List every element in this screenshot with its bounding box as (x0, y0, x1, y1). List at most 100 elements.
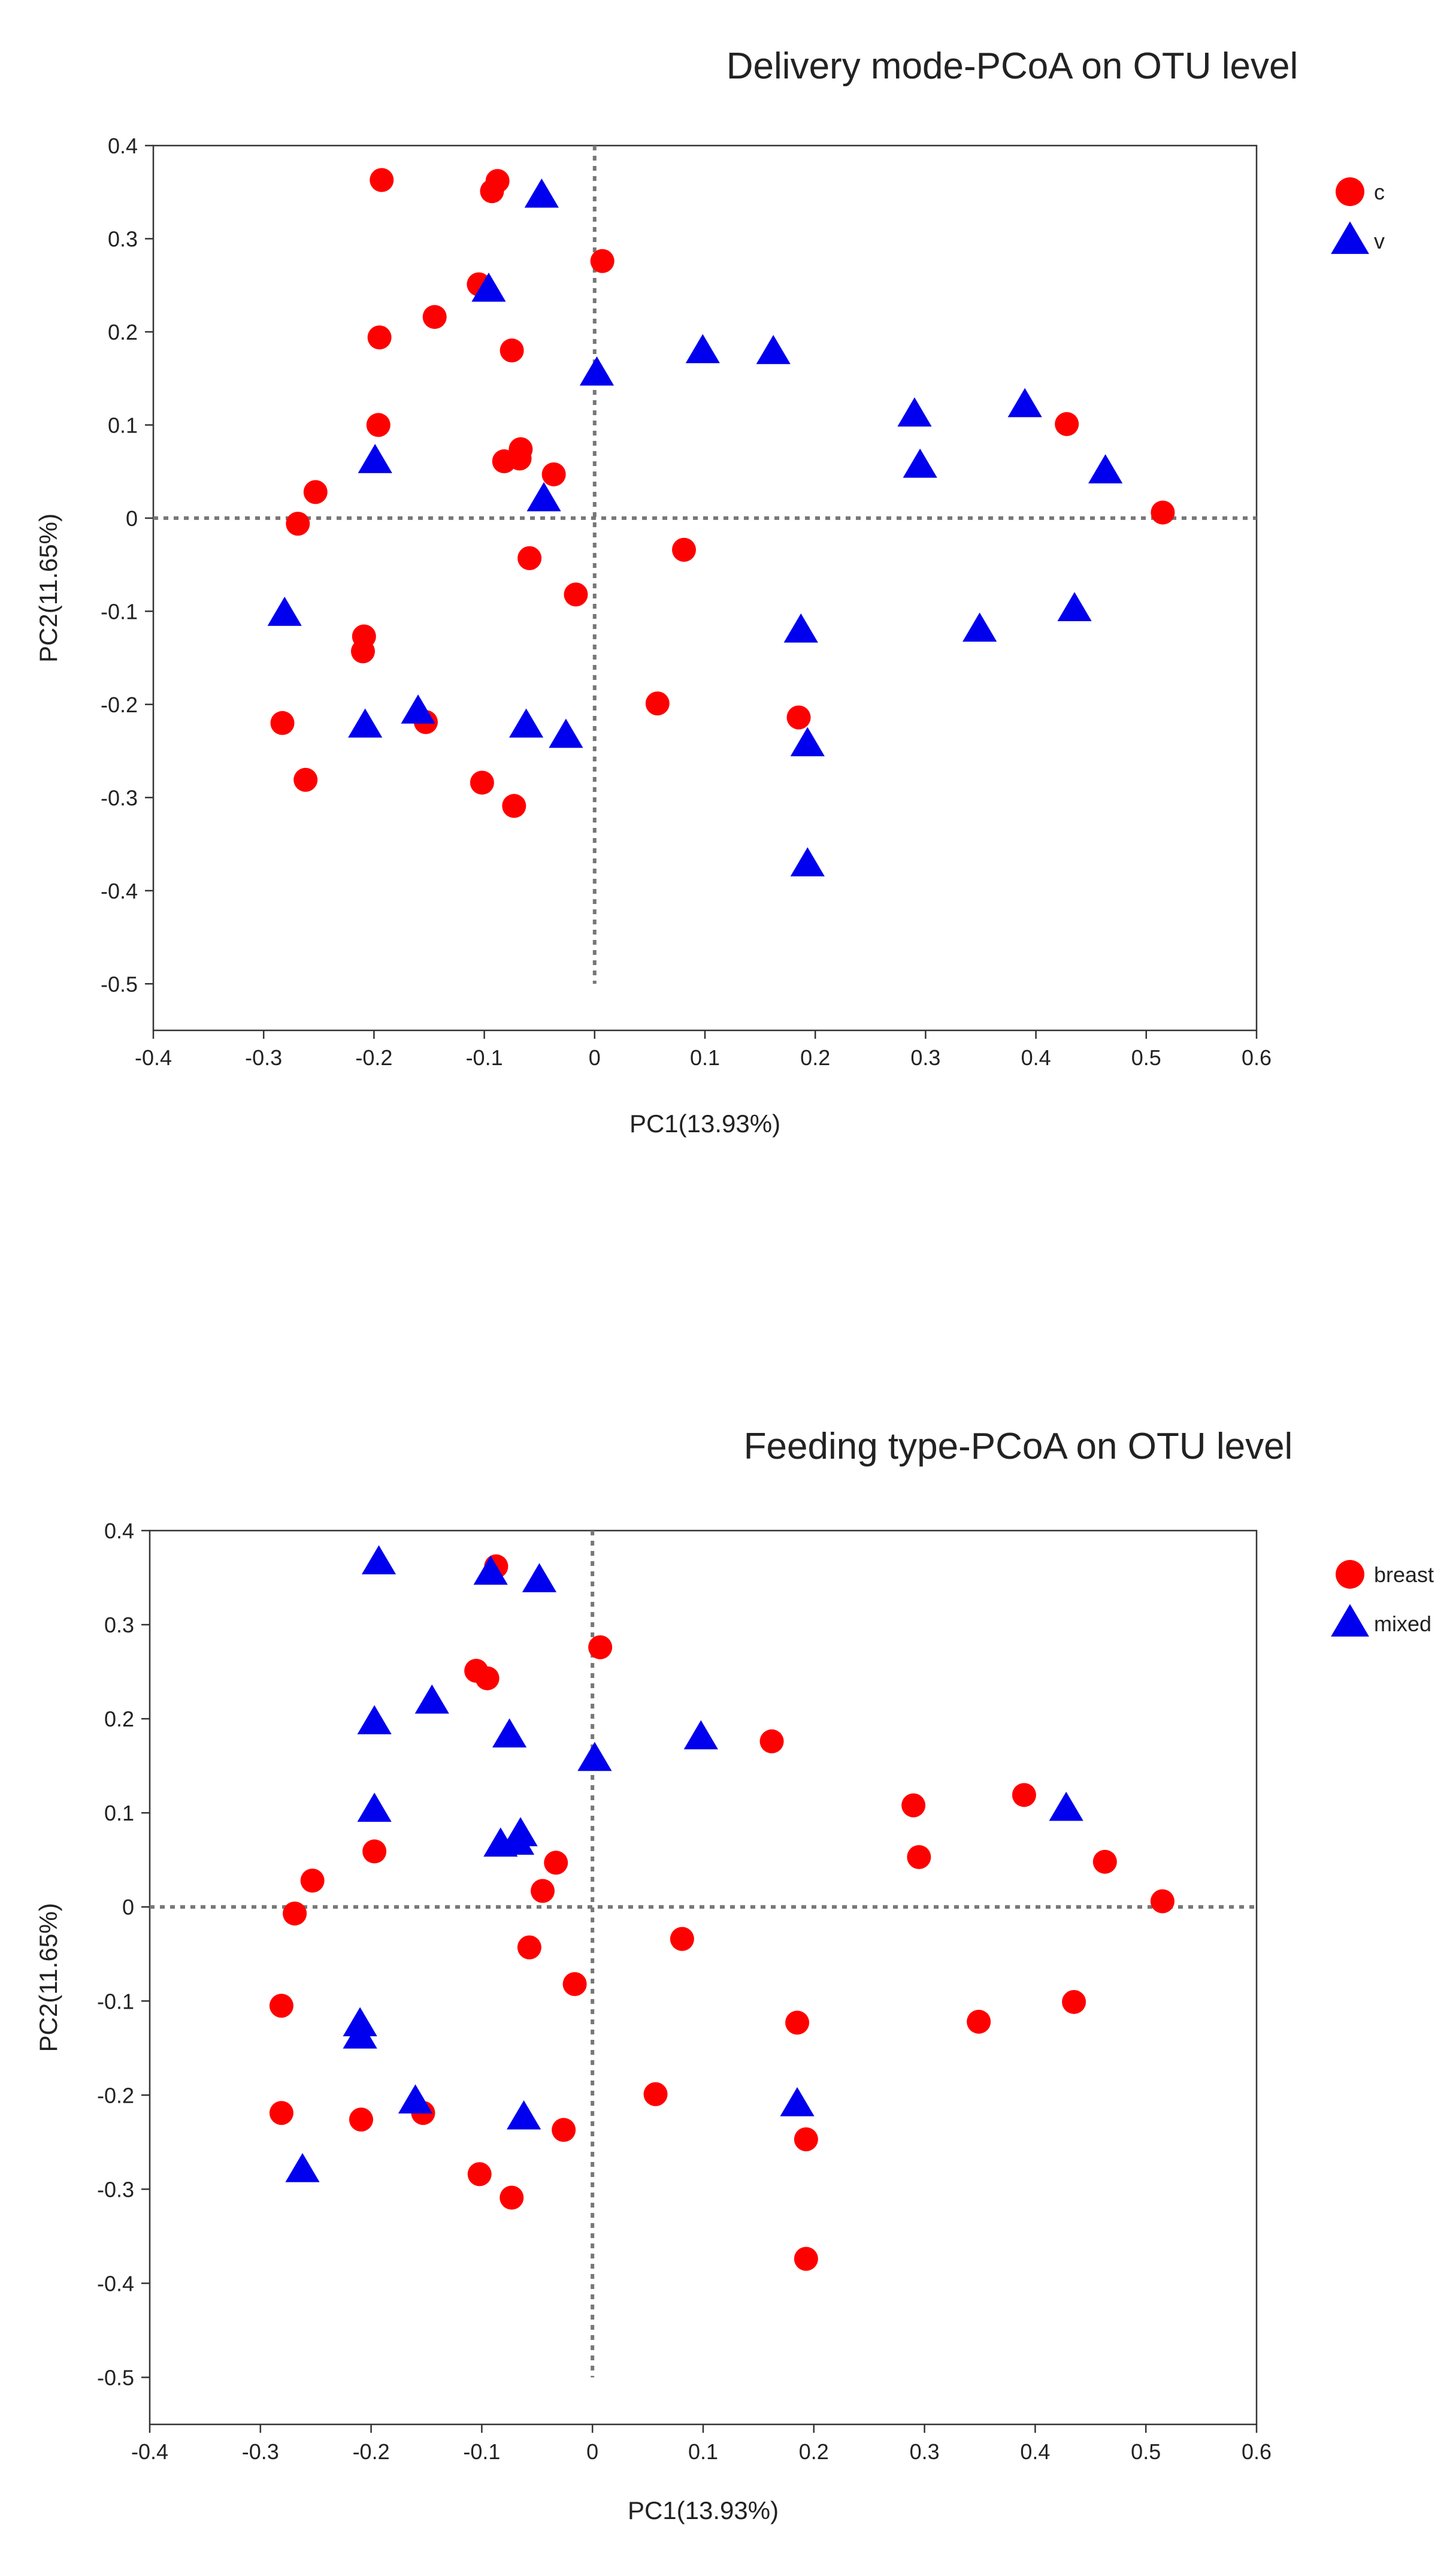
legend: cv (1331, 177, 1385, 254)
y-tick-label: -0.2 (97, 2083, 134, 2107)
legend-marker-v (1331, 221, 1369, 254)
point-c (303, 480, 328, 504)
point-breast (269, 2101, 293, 2125)
chart-title: Feeding type-PCoA on OTU level (744, 1426, 1293, 1467)
point-breast (349, 2107, 373, 2132)
point-c (367, 325, 392, 350)
point-v (685, 334, 720, 364)
point-breast (500, 2185, 524, 2210)
point-v (790, 727, 825, 757)
point-c (480, 179, 504, 204)
point-c (502, 794, 526, 818)
y-tick-label: -0.4 (101, 879, 138, 903)
point-v (1007, 388, 1042, 418)
x-tick-label: 0 (586, 2439, 598, 2464)
point-breast (362, 1839, 387, 1864)
point-mixed (500, 1825, 535, 1855)
point-v (897, 397, 932, 427)
x-tick-label: 0.5 (1131, 2439, 1161, 2464)
point-c (590, 249, 615, 273)
point-mixed (780, 2087, 815, 2116)
point-v (401, 694, 435, 724)
x-tick-label: 0 (589, 1045, 601, 1070)
point-mixed (683, 1720, 718, 1750)
point-v (471, 272, 506, 302)
series-v (267, 178, 1123, 876)
point-breast (1150, 1889, 1175, 1913)
y-axis-label: PC2(11.65%) (34, 1903, 62, 2052)
point-breast (907, 1845, 931, 1869)
point-v (348, 708, 383, 738)
x-axis-label: PC1(13.93%) (628, 2496, 779, 2524)
point-breast (1062, 1989, 1086, 2014)
point-mixed (343, 2019, 377, 2049)
x-tick-label: 0.2 (800, 1045, 830, 1070)
y-tick-label: 0.4 (104, 1519, 134, 1543)
point-mixed (361, 1545, 396, 1575)
y-tick-label: 0.2 (108, 320, 138, 344)
legend-marker-breast (1336, 1560, 1364, 1589)
y-tick-label: -0.4 (97, 2271, 134, 2296)
point-v (962, 612, 997, 642)
point-mixed (398, 2084, 433, 2113)
point-breast (588, 1635, 613, 1659)
point-breast (300, 1868, 325, 1893)
legend-label-breast: breast (1374, 1562, 1434, 1587)
chart-title: Delivery mode-PCoA on OTU level (727, 46, 1298, 87)
legend-marker-mixed (1331, 1604, 1369, 1637)
point-c (293, 767, 318, 792)
y-axis-label: PC2(11.65%) (34, 513, 62, 663)
point-breast (475, 1666, 500, 1691)
point-v (579, 356, 615, 386)
x-tick-label: -0.4 (135, 1045, 172, 1070)
x-tick-label: 0.3 (910, 1045, 940, 1070)
point-breast (670, 1927, 694, 1951)
legend: breast mixed (1331, 1560, 1434, 1637)
point-breast (544, 1850, 568, 1875)
y-tick-label: 0.3 (108, 226, 138, 251)
y-tick-label: -0.3 (101, 785, 138, 810)
point-breast (759, 1729, 784, 1753)
point-breast (901, 1793, 926, 1818)
point-breast (785, 2010, 810, 2035)
point-mixed (285, 2152, 320, 2182)
point-c (492, 449, 516, 474)
point-breast (517, 1935, 541, 1960)
point-c (350, 639, 375, 664)
point-breast (283, 1901, 307, 1926)
y-tick-label: -0.3 (97, 2177, 134, 2202)
point-mixed (357, 1705, 392, 1735)
y-tick-label: 0.1 (108, 413, 138, 437)
point-mixed (507, 2100, 541, 2130)
x-tick-label: 0.1 (690, 1045, 720, 1070)
point-c (370, 168, 394, 192)
x-axis-label: PC1(13.93%) (629, 1109, 780, 1138)
point-c (541, 462, 566, 486)
point-v (526, 482, 561, 512)
point-c (270, 710, 295, 735)
point-v (508, 708, 544, 738)
y-tick-label: -0.2 (101, 693, 138, 717)
legend-label-c: c (1374, 180, 1385, 204)
point-v (790, 847, 825, 876)
point-c (564, 582, 588, 607)
point-c (517, 546, 542, 570)
legend-marker-c (1336, 177, 1364, 206)
y-tick-label: -0.1 (101, 599, 138, 624)
chart-1: Delivery mode-PCoA on OTU level -0.4 -0.3 -… (34, 46, 1385, 1138)
point-c (366, 413, 391, 437)
x-tick-label: -0.2 (353, 2439, 390, 2464)
point-c (286, 512, 310, 536)
x-tick-label: -0.3 (242, 2439, 279, 2464)
point-v (358, 444, 392, 473)
x-tick-label: -0.3 (245, 1045, 282, 1070)
point-mixed (522, 1563, 557, 1592)
point-c (500, 338, 524, 363)
point-v (903, 448, 937, 478)
point-breast (794, 2246, 818, 2271)
point-v (549, 718, 583, 748)
chart-2: Feeding type-PCoA on OTU level -0.4 -0.3 -0… (34, 1426, 1434, 2524)
point-c (786, 705, 811, 730)
point-c (672, 537, 697, 562)
